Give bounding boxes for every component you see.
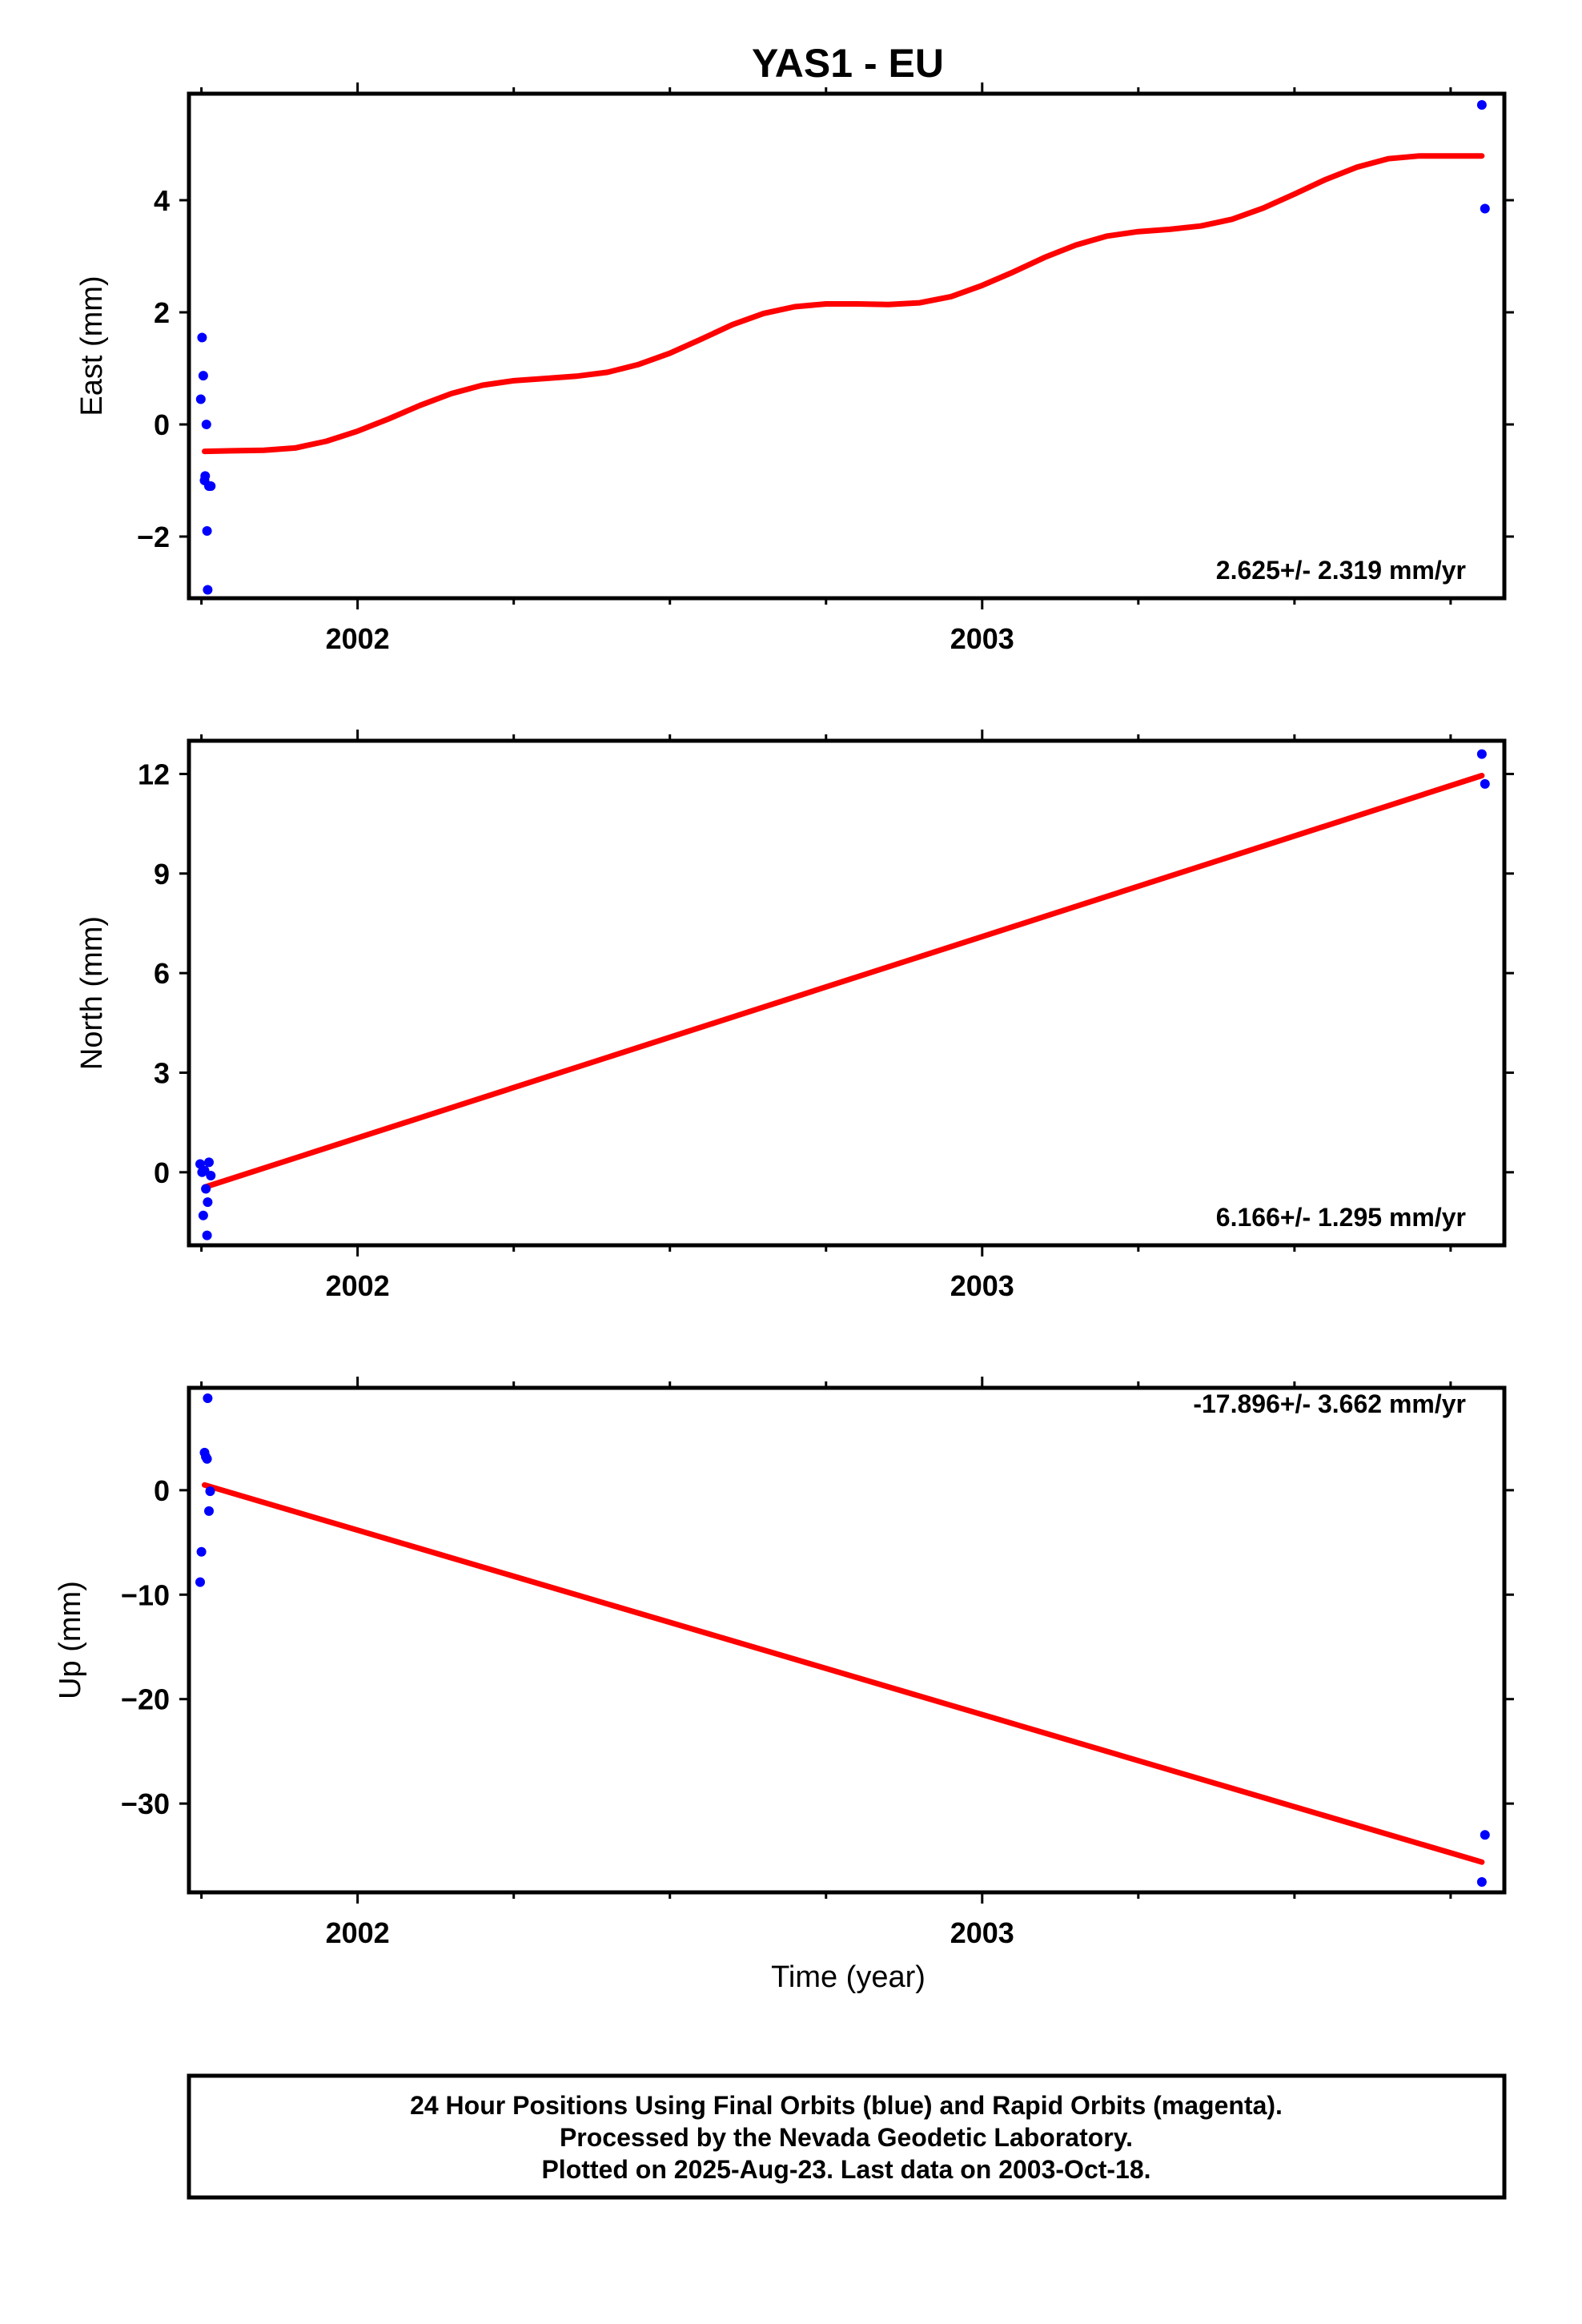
north-ytick-label: 3 <box>154 1056 170 1089</box>
east-ytick-label: 0 <box>154 408 170 441</box>
up-fit-line <box>202 1482 1485 1865</box>
up-data-point <box>203 1393 213 1403</box>
north-data-point <box>201 1184 211 1194</box>
east-data-point <box>201 420 211 429</box>
up-data-point <box>1476 1877 1487 1887</box>
footer-frame <box>187 2073 1507 2200</box>
east-ytick-label: 4 <box>154 184 170 217</box>
up-ytick-label: −10 <box>121 1578 170 1611</box>
up-data-point <box>205 1486 215 1497</box>
north-ytick-label: 12 <box>138 758 170 790</box>
east-y-axis-label: East (mm) <box>75 275 109 416</box>
east-xtick-label: 2003 <box>950 622 1014 655</box>
east-data-point <box>203 585 213 595</box>
north-plot-frame <box>187 738 1507 1248</box>
east-data-point <box>202 526 212 536</box>
footer-line-1: 24 Hour Positions Using Final Orbits (bl… <box>410 2091 1283 2120</box>
up-rate-label: -17.896+/- 3.662 mm/yr <box>1193 1389 1466 1418</box>
footer-line-2: Processed by the Nevada Geodetic Laborat… <box>560 2123 1133 2152</box>
north-data-point <box>1480 778 1490 789</box>
north-data-point <box>1476 749 1487 759</box>
up-ytick-label: 0 <box>154 1474 170 1507</box>
up-plot-frame <box>187 1385 1507 1895</box>
footer-box: 24 Hour Positions Using Final Orbits (bl… <box>187 2073 1507 2200</box>
east-fit-line <box>202 153 1485 455</box>
up-data-point <box>204 1506 214 1516</box>
north-y-axis-label: North (mm) <box>75 916 109 1070</box>
north-fit-line <box>202 773 1485 1190</box>
up-xtick-label: 2003 <box>950 1916 1014 1949</box>
north-data-layer <box>195 749 1490 1240</box>
east-rate-label: 2.625+/- 2.319 mm/yr <box>1216 556 1466 585</box>
east-data-point <box>206 481 216 491</box>
east-data-point <box>198 371 208 381</box>
east-data-point <box>1476 100 1487 110</box>
north-panel: 0 3 6 9 12 2002 2003 North (mm) 6.166+/- 1.295 m… <box>75 730 1514 1302</box>
east-xtick-label: 2002 <box>326 622 390 655</box>
north-data-point <box>202 1230 212 1240</box>
east-panel: −2 0 2 4 2002 2003 East (mm) 2.625+/- 2.319 mm/… <box>75 82 1514 655</box>
up-data-layer <box>195 1393 1490 1887</box>
east-data-point <box>197 332 207 343</box>
east-data-point <box>200 471 211 481</box>
north-data-point <box>206 1171 216 1180</box>
north-rate-label: 6.166+/- 1.295 mm/yr <box>1216 1203 1466 1232</box>
up-panel: −30 −20 −10 0 2002 2003 Up (mm) Time (year) -17.… <box>54 1377 1514 1994</box>
north-xtick-label: 2002 <box>326 1269 390 1302</box>
up-xtick-label: 2002 <box>326 1916 390 1949</box>
up-ytick-label: −30 <box>121 1787 170 1820</box>
east-data-point <box>1480 203 1490 214</box>
up-data-point <box>196 1546 207 1557</box>
east-ytick-label: −2 <box>137 521 170 553</box>
north-ytick-label: 9 <box>154 858 170 891</box>
north-data-point <box>198 1210 208 1220</box>
x-axis-label: Time (year) <box>771 1960 926 1994</box>
north-data-point <box>204 1157 214 1168</box>
east-plot-frame <box>187 91 1507 601</box>
east-ytick-label: 2 <box>154 296 170 329</box>
north-ytick-label: 6 <box>154 957 170 990</box>
east-data-layer <box>195 100 1490 595</box>
up-data-point <box>202 1454 212 1464</box>
up-y-axis-label: Up (mm) <box>54 1581 87 1699</box>
east-data-point <box>195 394 206 404</box>
north-ytick-label: 0 <box>154 1156 170 1189</box>
figure-title: YAS1 - EU <box>752 41 944 86</box>
up-ytick-label: −20 <box>121 1683 170 1716</box>
up-data-point <box>195 1577 205 1587</box>
up-data-point <box>1480 1830 1490 1840</box>
north-xtick-label: 2003 <box>950 1269 1014 1302</box>
north-data-point <box>203 1197 213 1208</box>
footer-line-3: Plotted on 2025-Aug-23. Last data on 200… <box>541 2155 1150 2184</box>
